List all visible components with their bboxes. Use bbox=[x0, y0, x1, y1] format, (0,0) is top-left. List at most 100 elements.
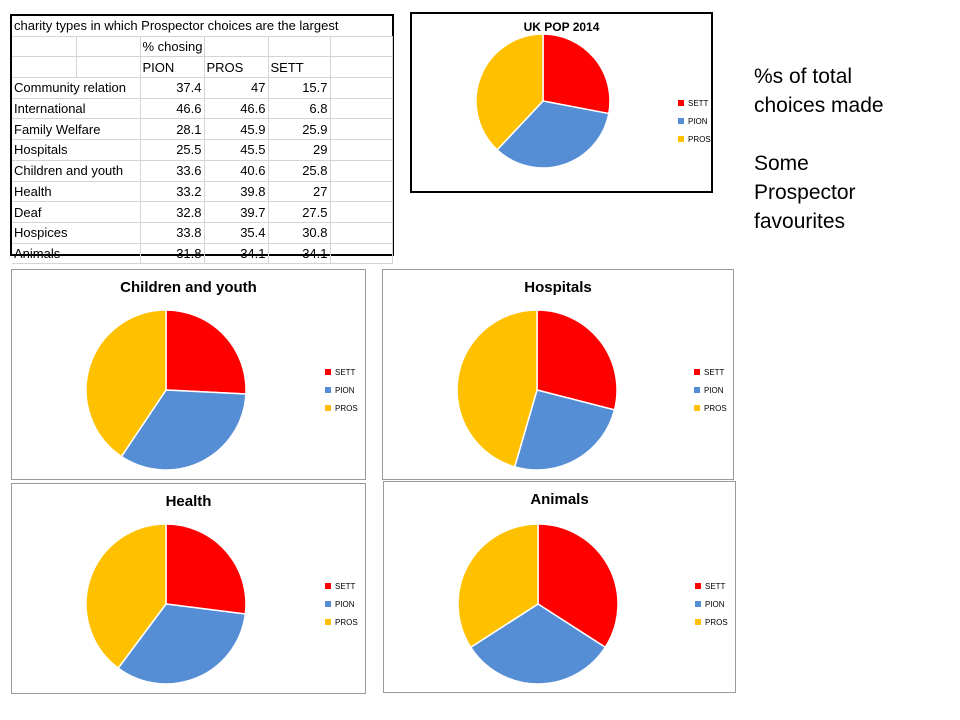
legend-label: SETT bbox=[704, 367, 725, 377]
legend-swatch bbox=[678, 118, 684, 124]
legend-item: SETT bbox=[325, 363, 358, 381]
value-cell: 15.7 bbox=[268, 77, 331, 99]
value-cell: 33.2 bbox=[140, 181, 205, 203]
legend-swatch bbox=[695, 601, 701, 607]
empty-cell bbox=[330, 243, 393, 265]
value-cell: 45.9 bbox=[204, 118, 269, 141]
chart-title: UK POP 2014 bbox=[523, 20, 600, 34]
row-label: Children and youth bbox=[12, 160, 141, 182]
pie-chart bbox=[457, 523, 619, 685]
pie-slice-pros bbox=[85, 309, 167, 458]
legend-swatch bbox=[325, 387, 331, 393]
legend-swatch bbox=[678, 136, 684, 142]
legend-swatch bbox=[694, 369, 700, 375]
pie-chart bbox=[456, 309, 618, 471]
table-row: Family Welfare 28.1 45.9 25.9 bbox=[12, 118, 393, 141]
note-spacer bbox=[754, 120, 884, 149]
legend-swatch bbox=[325, 601, 331, 607]
empty-cell bbox=[330, 139, 393, 161]
pie-slice-sett bbox=[165, 523, 247, 615]
empty-cell bbox=[330, 181, 393, 203]
pie-slice-pros bbox=[85, 523, 167, 670]
chart-legend: SETT PION PROS bbox=[678, 94, 711, 148]
legend-label: PROS bbox=[335, 617, 358, 627]
note-line: choices made bbox=[754, 94, 884, 117]
empty-cell bbox=[330, 201, 393, 223]
legend-item: PROS bbox=[695, 613, 728, 631]
legend-item: PION bbox=[325, 381, 358, 399]
table-row: Animals 31.8 34.1 34.1 bbox=[12, 243, 393, 265]
chart-legend: SETT PION PROS bbox=[325, 363, 358, 417]
pie-chart bbox=[85, 523, 247, 685]
legend-swatch bbox=[325, 405, 331, 411]
value-cell: 45.5 bbox=[204, 139, 269, 161]
pie-slice-pion bbox=[117, 603, 247, 685]
legend-label: PROS bbox=[688, 134, 711, 144]
legend-label: PION bbox=[335, 385, 355, 395]
column-header: SETT bbox=[268, 56, 331, 79]
note-line: %s of total bbox=[754, 65, 853, 88]
legend-label: PION bbox=[704, 385, 724, 395]
note-line: Prospector bbox=[754, 181, 856, 204]
table-title-row: charity types in which Prospector choice… bbox=[12, 16, 393, 37]
empty-cell bbox=[330, 77, 393, 99]
value-cell: 33.8 bbox=[140, 222, 205, 244]
value-cell: 25.8 bbox=[268, 160, 331, 182]
chart-legend: SETT PION PROS bbox=[694, 363, 727, 417]
chart-title: Children and youth bbox=[120, 279, 257, 296]
legend-label: SETT bbox=[335, 367, 356, 377]
empty-cell bbox=[330, 222, 393, 244]
legend-swatch bbox=[678, 100, 684, 106]
note-line: Some bbox=[754, 152, 809, 175]
value-cell: 39.7 bbox=[204, 201, 269, 223]
value-cell: 25.5 bbox=[140, 139, 205, 161]
data-table: charity types in which Prospector choice… bbox=[10, 14, 394, 265]
row-label: International bbox=[12, 98, 141, 120]
value-cell: 6.8 bbox=[268, 98, 331, 120]
pie-slice-pion bbox=[496, 100, 610, 169]
value-cell: 25.9 bbox=[268, 118, 331, 141]
pie-slice-pion bbox=[469, 603, 607, 685]
empty-cell bbox=[330, 160, 393, 182]
value-cell: 34.1 bbox=[204, 243, 269, 265]
legend-item: PION bbox=[695, 595, 728, 613]
value-cell: 37.4 bbox=[140, 77, 205, 99]
table-subheader-row: % chosing bbox=[12, 36, 393, 58]
value-cell: 34.1 bbox=[268, 243, 331, 265]
column-header: PROS bbox=[204, 56, 269, 79]
table-header-row: PION PROS SETT bbox=[12, 56, 393, 79]
legend-swatch bbox=[325, 619, 331, 625]
pie-slice-pros bbox=[456, 309, 538, 468]
legend-label: PION bbox=[335, 599, 355, 609]
chart-animals: Animals SETT PION PROS bbox=[383, 481, 736, 693]
value-cell: 40.6 bbox=[204, 160, 269, 182]
value-cell: 47 bbox=[204, 77, 269, 99]
table-row: Deaf 32.8 39.7 27.5 bbox=[12, 201, 393, 223]
chart-title: Health bbox=[165, 493, 212, 510]
legend-item: PROS bbox=[678, 130, 711, 148]
chart-uk-pop: UK POP 2014 SETT PION PROS bbox=[410, 12, 713, 193]
table-row: Health 33.2 39.8 27 bbox=[12, 181, 393, 203]
legend-item: PROS bbox=[694, 399, 727, 417]
chart-title: Hospitals bbox=[524, 279, 592, 296]
value-cell: 30.8 bbox=[268, 222, 331, 244]
empty-cell bbox=[12, 36, 77, 58]
row-label: Community relation bbox=[12, 77, 141, 99]
legend-swatch bbox=[694, 387, 700, 393]
legend-swatch bbox=[695, 619, 701, 625]
table-row: Hospitals 25.5 45.5 29 bbox=[12, 139, 393, 161]
pie-slice-sett bbox=[165, 309, 247, 395]
empty-cell bbox=[330, 98, 393, 120]
table-title: charity types in which Prospector choice… bbox=[12, 16, 393, 37]
chart-legend: SETT PION PROS bbox=[325, 577, 358, 631]
empty-cell bbox=[76, 36, 141, 58]
pie-slice-pion bbox=[120, 389, 247, 471]
row-label: Family Welfare bbox=[12, 118, 141, 141]
value-cell: 39.8 bbox=[204, 181, 269, 203]
legend-label: PROS bbox=[704, 403, 727, 413]
pie-slice-pros bbox=[457, 523, 539, 649]
legend-item: PROS bbox=[325, 613, 358, 631]
table-row: Community relation 37.4 47 15.7 bbox=[12, 77, 393, 99]
legend-swatch bbox=[694, 405, 700, 411]
row-label: Deaf bbox=[12, 201, 141, 223]
